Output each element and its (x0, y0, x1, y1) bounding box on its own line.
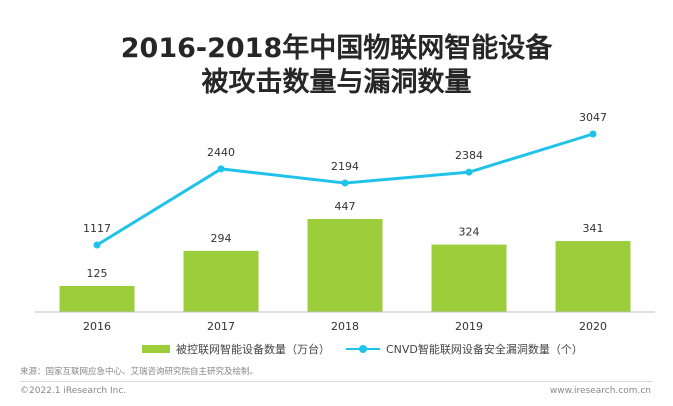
legend-bar-swatch (142, 345, 170, 353)
bar-2020 (555, 241, 631, 312)
copyright-text: ©2022.1 iResearch Inc. (20, 386, 127, 396)
x-tick-label-2019: 2019 (455, 320, 483, 333)
line-value-label-2016: 1117 (83, 222, 111, 235)
line-point-2018 (341, 179, 349, 187)
combo-chart: 125 2016 294 2017 447 2018 324 2019 341 2020 1117 2… (35, 111, 655, 333)
bar-value-label-2019: 324 (459, 226, 480, 239)
bar-2019 (431, 244, 507, 312)
bar-2017 (183, 250, 259, 312)
line-value-label-2017: 2440 (207, 146, 235, 159)
bar-value-label-2018: 447 (335, 200, 356, 213)
line-point-2020 (589, 130, 597, 138)
chart-title-line2: 被攻击数量与漏洞数量 (201, 67, 472, 98)
chart-title-line1: 2016-2018年中国物联网智能设备 (120, 33, 553, 64)
line-point-2016 (93, 241, 101, 249)
line-value-label-2019: 2384 (455, 149, 483, 162)
legend-item-bars: 被控联网智能设备数量（万台） (142, 341, 330, 357)
legend-line-swatch (346, 344, 380, 354)
bar-value-label-2017: 294 (211, 232, 232, 245)
source-note: 来源：国家互联网应急中心、艾瑞咨询研究院自主研究及绘制。 (20, 367, 259, 377)
legend-bar-label: 被控联网智能设备数量（万台） (176, 343, 330, 356)
x-tick-label-2016: 2016 (83, 320, 111, 333)
line-point-2017 (217, 165, 225, 173)
website-text: www.iresearch.com.cn (549, 386, 651, 396)
chart-legend: 被控联网智能设备数量（万台） CNVD智能联网设备安全漏洞数量（个） (0, 341, 673, 357)
x-tick-label-2020: 2020 (579, 320, 607, 333)
bar-2018 (307, 219, 383, 312)
bar-value-label-2020: 341 (583, 222, 604, 235)
legend-line-label: CNVD智能联网设备安全漏洞数量（个） (386, 343, 583, 356)
bar-value-label-2016: 125 (87, 267, 108, 280)
legend-item-line: CNVD智能联网设备安全漏洞数量（个） (346, 341, 583, 357)
footer-divider (20, 381, 653, 382)
line-value-label-2020: 3047 (579, 111, 607, 124)
line-value-label-2018: 2194 (331, 160, 359, 173)
x-tick-label-2018: 2018 (331, 320, 359, 333)
line-point-2019 (465, 168, 473, 176)
x-tick-label-2017: 2017 (207, 320, 235, 333)
bar-2016 (59, 285, 135, 312)
